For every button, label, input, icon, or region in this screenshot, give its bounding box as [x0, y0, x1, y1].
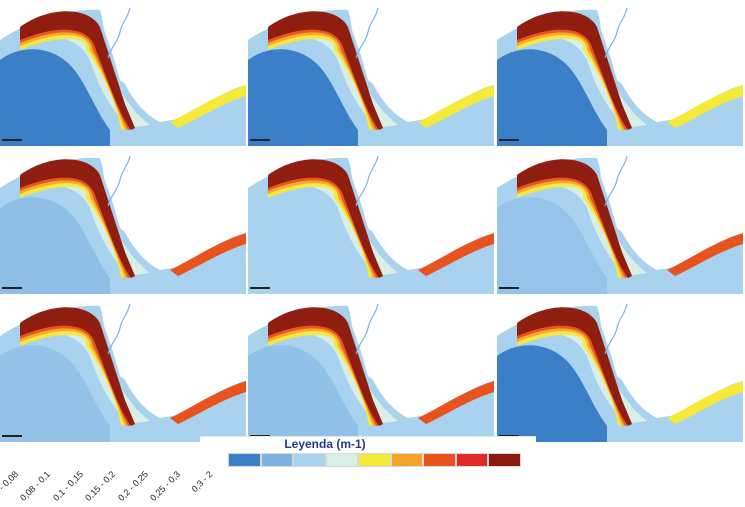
legend: Leyenda (m-1) 0 - 0,040,04 - 0,060,06 - …: [0, 436, 536, 506]
map-panel: [0, 148, 246, 294]
map-image: [248, 148, 494, 294]
map-image: [497, 296, 743, 442]
legend-swatch: [455, 453, 488, 467]
map-panel: [497, 296, 743, 442]
map-image: [0, 148, 246, 294]
map-panel: [0, 296, 246, 442]
map-image: [248, 0, 494, 146]
map-panel: [248, 0, 494, 146]
map-panel: [248, 296, 494, 442]
legend-label: 0,2 - 0,25: [116, 469, 151, 503]
legend-label: 0,25 - 0,3: [148, 469, 183, 503]
legend-swatch: [423, 453, 456, 467]
legend-swatches: [228, 453, 521, 467]
map-panel: [248, 148, 494, 294]
legend-label: 0,06 - 0,08: [0, 469, 21, 507]
legend-label: 0,08 - 0,1: [18, 469, 53, 503]
map-grid: [0, 0, 743, 442]
legend-swatch: [358, 453, 391, 467]
map-image: [248, 296, 494, 442]
legend-swatch: [325, 453, 358, 467]
legend-swatch: [488, 453, 521, 467]
map-image: [0, 0, 246, 146]
legend-label: 0,1 - 0,15: [51, 469, 86, 503]
legend-label: 0,15 - 0,2: [83, 469, 118, 503]
map-panel: [497, 148, 743, 294]
legend-title: Leyenda (m-1): [284, 437, 366, 451]
map-image: [497, 148, 743, 294]
map-panel: [0, 0, 246, 146]
map-panel: [497, 0, 743, 146]
legend-swatch: [390, 453, 423, 467]
legend-swatch: [228, 453, 261, 467]
map-image: [0, 296, 246, 442]
legend-swatch: [260, 453, 293, 467]
legend-swatch: [293, 453, 326, 467]
map-image: [497, 0, 743, 146]
legend-label: 0,3 - 2: [189, 469, 216, 495]
